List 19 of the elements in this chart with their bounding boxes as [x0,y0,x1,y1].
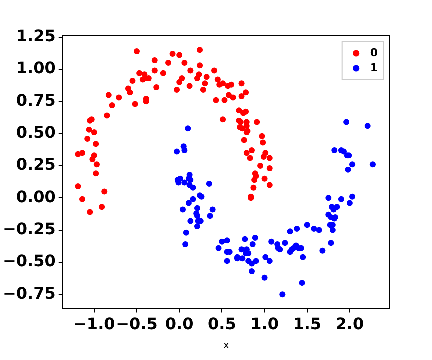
x-tick-label: 2.0 [336,314,364,334]
y-tick-label: 0.75 [16,90,56,110]
x-tick-label: 1.0 [250,314,279,334]
y-tick-label: 1.25 [16,26,56,46]
x-tick-label: 0.5 [208,314,236,334]
legend-label: 0 [370,46,378,60]
y-tick-label: 0.00 [16,187,56,206]
legend-label: 1 [370,61,378,74]
y-tick-label: −0.75 [2,284,56,303]
x-axis-title: x [223,340,230,352]
x-tick-label: 1.5 [293,314,322,334]
x-tick-label: −1.0 [74,314,116,334]
y-tick-label: 0.50 [16,122,56,142]
y-tick-label: 0.25 [16,155,56,174]
y-tick-label: 1.00 [16,58,56,78]
x-tick-label: 0.0 [165,314,194,334]
y-tick-label: −0.50 [2,252,56,271]
y-tick-label: −0.25 [2,219,56,238]
x-tick-label: −0.5 [116,314,158,334]
